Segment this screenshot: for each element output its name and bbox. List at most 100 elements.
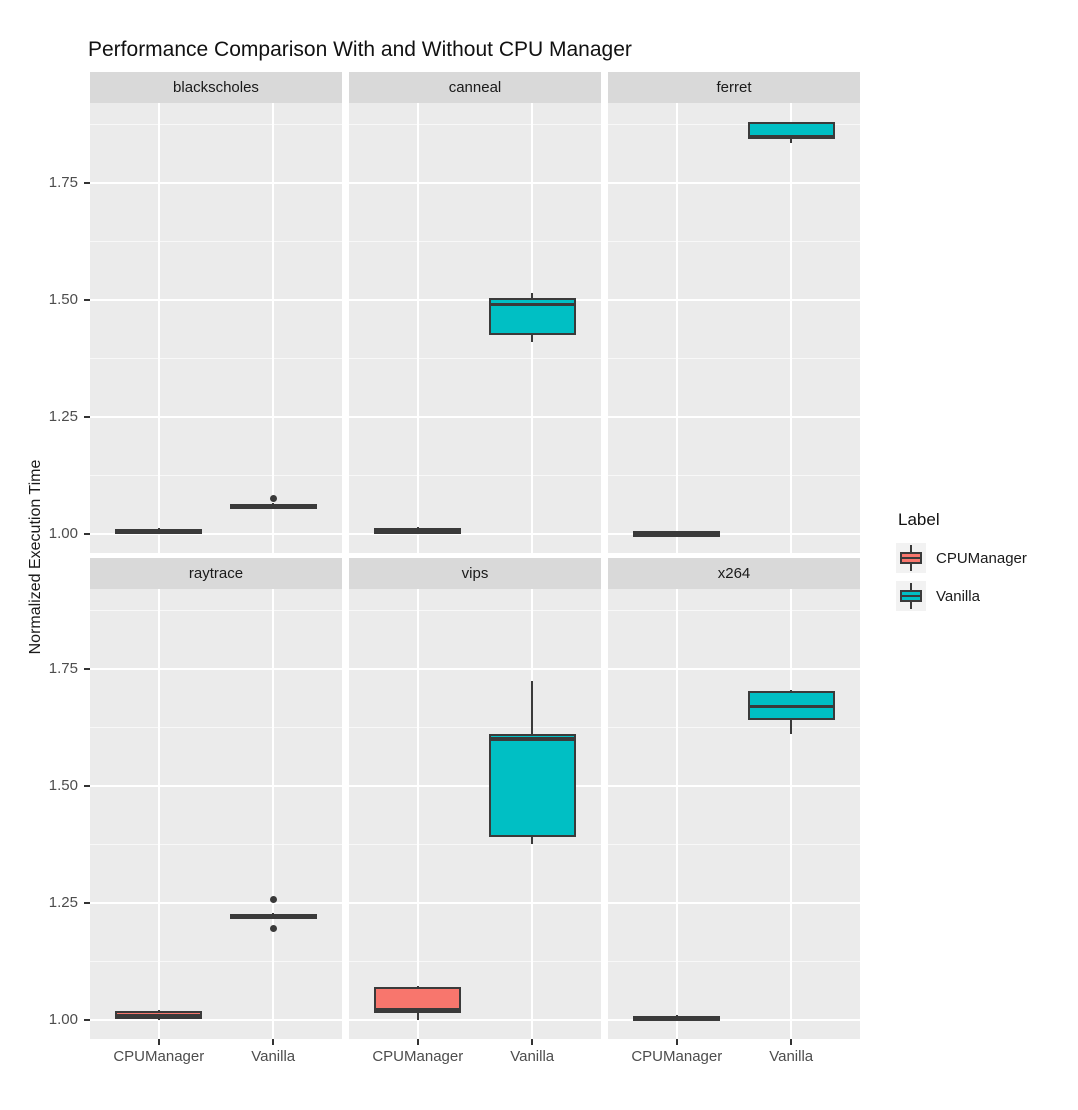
- legend-key-cpumanager: [896, 543, 926, 573]
- facet-panel-vips: [349, 589, 601, 1039]
- gridline-major: [608, 1019, 860, 1021]
- gridline-major: [90, 299, 342, 301]
- median-x264-cpumanager: [633, 1015, 721, 1020]
- gridline-major: [90, 416, 342, 418]
- y-tick: [84, 902, 90, 904]
- x-tick: [272, 1039, 274, 1045]
- gridline-minor: [608, 358, 860, 359]
- gridline-major: [349, 1019, 601, 1021]
- gridline-major: [608, 785, 860, 787]
- legend-title: Label: [898, 510, 940, 529]
- x-tick: [158, 1039, 160, 1045]
- chart-title: Performance Comparison With and Without …: [88, 38, 632, 61]
- gridline-minor: [90, 610, 342, 611]
- facet-panel-x264: [608, 589, 860, 1039]
- facet-strip-raytrace: raytrace: [90, 558, 342, 589]
- gridline-major: [90, 182, 342, 184]
- legend-item-cpumanager: CPUManager: [896, 543, 1078, 573]
- outlier-raytrace-vanilla: [269, 895, 277, 903]
- gridline-major: [90, 533, 342, 535]
- legend-items: CPUManager Vanilla: [896, 543, 1078, 611]
- gridline-minor: [608, 475, 860, 476]
- gridline-major: [349, 902, 601, 904]
- x-tick-label-vanilla: Vanilla: [510, 1048, 555, 1065]
- median-blackscholes-cpumanager: [115, 528, 203, 533]
- x-tick-label-vanilla: Vanilla: [769, 1048, 814, 1065]
- facet-strip-canneal: canneal: [349, 72, 601, 103]
- gridline-minor: [90, 844, 342, 845]
- facet-panel-ferret: [608, 103, 860, 553]
- legend-key-median: [900, 556, 922, 559]
- y-tick-label: 1.75: [48, 174, 78, 191]
- x-tick: [531, 1039, 533, 1045]
- gridline-minor: [608, 241, 860, 242]
- gridline-major: [90, 1019, 342, 1021]
- facet-strip-ferret: ferret: [608, 72, 860, 103]
- gridline-minor: [349, 961, 601, 962]
- y-tick-label: 1.00: [48, 1011, 78, 1028]
- gridline-major: [90, 785, 342, 787]
- gridline-minor: [349, 727, 601, 728]
- gridline-vertical: [158, 589, 160, 1039]
- y-tick-label: 1.00: [48, 525, 78, 542]
- x-tick-label-cpumanager: CPUManager: [372, 1048, 464, 1065]
- gridline-vertical: [676, 103, 678, 553]
- gridline-minor: [90, 241, 342, 242]
- gridline-vertical: [158, 103, 160, 553]
- gridline-minor: [349, 241, 601, 242]
- gridline-major: [349, 785, 601, 787]
- y-tick-label: 1.25: [48, 894, 78, 911]
- gridline-minor: [349, 844, 601, 845]
- y-tick: [84, 533, 90, 535]
- y-tick-label: 1.50: [48, 777, 78, 794]
- x-tick: [676, 1039, 678, 1045]
- gridline-major: [349, 668, 601, 670]
- median-blackscholes-vanilla: [229, 504, 317, 508]
- gridline-vertical: [272, 103, 274, 553]
- legend-key-vanilla: [896, 581, 926, 611]
- median-canneal-cpumanager: [374, 528, 462, 533]
- y-tick: [84, 182, 90, 184]
- gridline-major: [608, 668, 860, 670]
- x-tick: [790, 1039, 792, 1045]
- gridline-minor: [608, 727, 860, 728]
- gridline-minor: [349, 124, 601, 125]
- median-canneal-vanilla: [488, 302, 576, 307]
- median-raytrace-cpumanager: [115, 1013, 203, 1018]
- gridline-major: [608, 416, 860, 418]
- y-tick-label: 1.25: [48, 408, 78, 425]
- legend-item-label: Vanilla: [936, 587, 980, 605]
- x-tick-label-cpumanager: CPUManager: [631, 1048, 723, 1065]
- gridline-minor: [90, 727, 342, 728]
- gridline-vertical: [676, 589, 678, 1039]
- facet-strip-x264: x264: [608, 558, 860, 589]
- y-tick-label: 1.75: [48, 660, 78, 677]
- facet-panel-blackscholes: [90, 103, 342, 553]
- gridline-minor: [608, 961, 860, 962]
- y-axis-title: Normalized Execution Time: [27, 459, 44, 655]
- gridline-minor: [608, 844, 860, 845]
- median-x264-vanilla: [747, 704, 835, 709]
- legend: Label CPUManager Vanilla: [896, 510, 1078, 619]
- x-tick-label-vanilla: Vanilla: [251, 1048, 296, 1065]
- gridline-minor: [90, 961, 342, 962]
- gridline-minor: [349, 475, 601, 476]
- gridline-vertical: [790, 103, 792, 553]
- gridline-major: [608, 182, 860, 184]
- legend-key-median: [900, 594, 922, 597]
- gridline-major: [608, 533, 860, 535]
- gridline-major: [349, 299, 601, 301]
- gridline-vertical: [790, 589, 792, 1039]
- gridline-vertical: [417, 103, 419, 553]
- gridline-major: [349, 533, 601, 535]
- gridline-minor: [90, 475, 342, 476]
- gridline-major: [90, 668, 342, 670]
- y-tick: [84, 785, 90, 787]
- gridline-minor: [349, 610, 601, 611]
- y-tick: [84, 416, 90, 418]
- gridline-major: [349, 416, 601, 418]
- y-tick: [84, 1019, 90, 1021]
- gridline-major: [608, 299, 860, 301]
- gridline-minor: [608, 610, 860, 611]
- median-vips-vanilla: [488, 737, 576, 741]
